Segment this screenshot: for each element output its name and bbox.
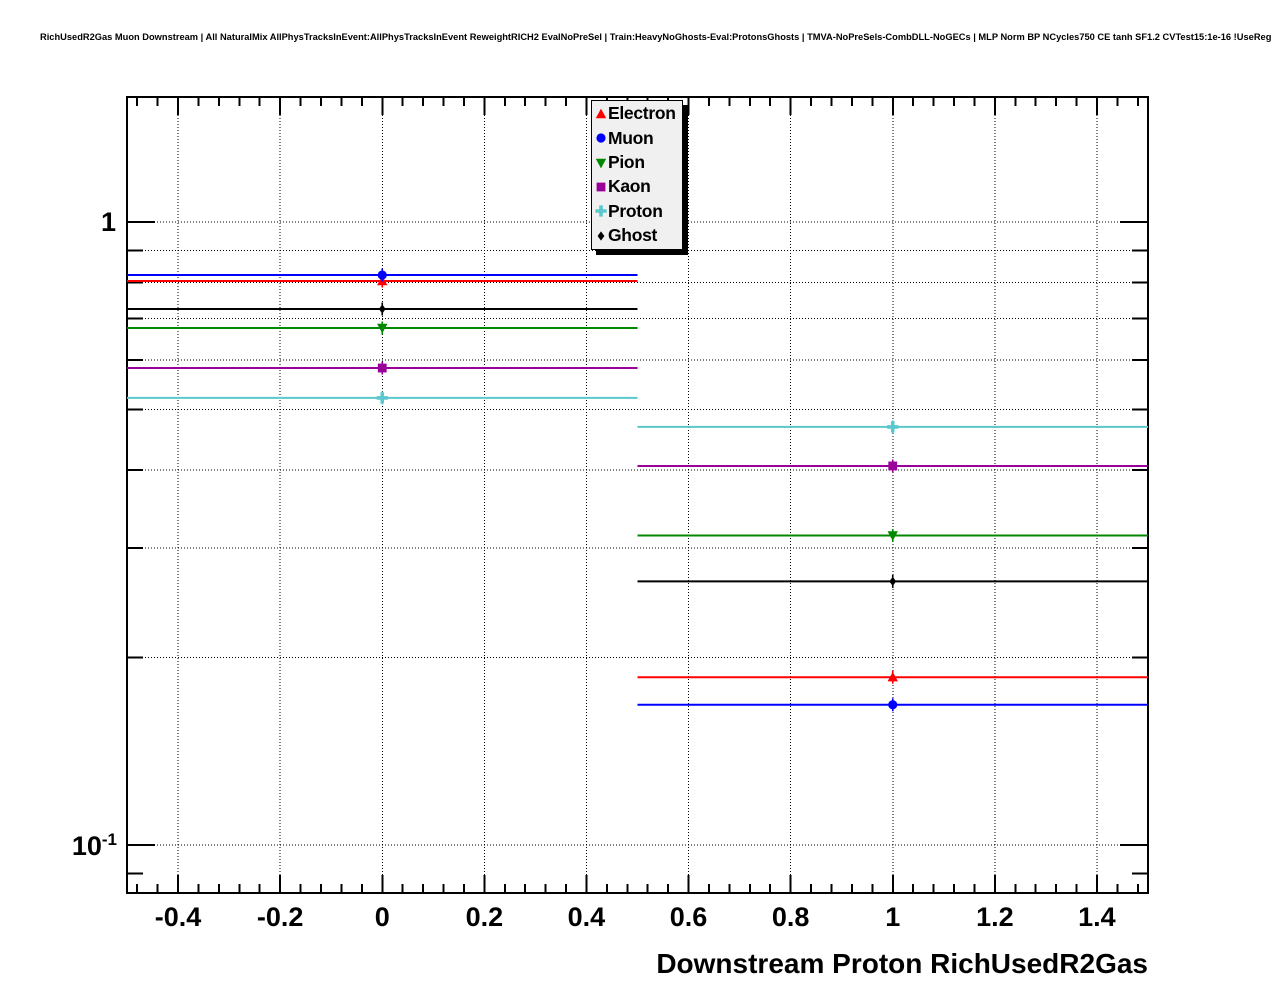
square-marker-icon [596, 182, 606, 192]
legend-item-proton: Proton [594, 199, 682, 223]
x-tick-label-0.6: 0.6 [669, 902, 708, 932]
marker-ghost [378, 304, 386, 314]
series-ghost [127, 302, 1148, 588]
cross-marker-icon [595, 205, 607, 218]
y-tick-label-10-1: 10-1 [71, 830, 117, 861]
marker-kaon [888, 461, 898, 471]
legend-item-kaon: Kaon [594, 175, 682, 199]
marker-ghost [889, 576, 897, 587]
legend-box: Electron Muon Pion Kaon Proton Ghost [591, 100, 683, 250]
marker-proton [595, 205, 607, 218]
series-pion [127, 321, 1148, 542]
x-tick-label--0.4: -0.4 [154, 902, 202, 932]
marker-muon [888, 700, 898, 710]
marker-muon [377, 270, 387, 280]
marker-pion [595, 158, 607, 169]
x-tick-label-1.2: 1.2 [976, 902, 1014, 932]
legend-label-electron: Electron [608, 103, 676, 124]
plot-frame [126, 96, 1149, 894]
legend-item-ghost: Ghost [594, 224, 682, 248]
legend-label-pion: Pion [608, 152, 645, 173]
legend-label-muon: Muon [608, 127, 654, 148]
diamond-marker-icon [597, 231, 605, 241]
legend-label-kaon: Kaon [608, 176, 651, 197]
x-tick-label-1.4: 1.4 [1078, 902, 1116, 932]
marker-kaon [377, 363, 387, 373]
circle-marker-icon [596, 133, 606, 144]
x-tick-label-0.4: 0.4 [567, 902, 606, 932]
marker-pion [887, 531, 898, 541]
series-muon [127, 268, 1148, 712]
x-tick-label-0.8: 0.8 [771, 902, 810, 932]
legend-item-muon: Muon [594, 126, 682, 150]
x-tick-label-0: 0 [374, 902, 390, 932]
x-tick-label-0.2: 0.2 [465, 902, 504, 932]
legend-item-electron: Electron [594, 102, 682, 126]
x-axis-title: Downstream Proton RichUsedR2Gas [656, 948, 1148, 979]
marker-electron [595, 108, 607, 119]
legend-label-proton: Proton [608, 200, 663, 221]
grid [127, 97, 1148, 893]
marker-proton [376, 392, 388, 404]
plot-config-title: RichUsedR2Gas Muon Downstream | All Natu… [40, 32, 1272, 42]
series-proton [127, 391, 1148, 434]
legend-item-pion: Pion [594, 151, 682, 175]
marker-muon [596, 133, 606, 144]
marker-pion [377, 323, 388, 334]
axis-ticks [127, 97, 1148, 893]
triangle-up-marker-icon [595, 108, 607, 119]
marker-proton [887, 421, 899, 433]
x-tick-label--0.2: -0.2 [256, 902, 304, 932]
marker-electron [887, 671, 898, 682]
triangle-down-marker-icon [595, 158, 607, 169]
x-tick-label-1: 1 [885, 902, 901, 932]
series-kaon [127, 361, 1148, 473]
marker-ghost [597, 231, 605, 241]
y-tick-label-1: 1 [100, 207, 116, 237]
marker-kaon [596, 182, 606, 192]
legend-label-ghost: Ghost [608, 225, 658, 246]
